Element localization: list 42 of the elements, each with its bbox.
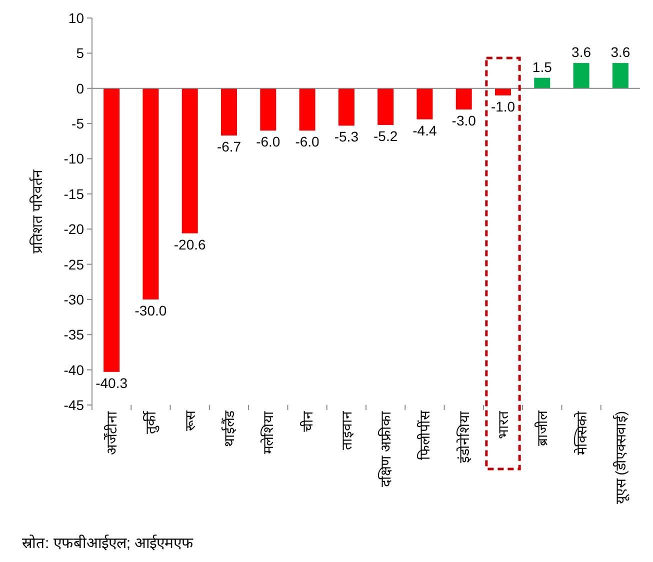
x-tick-label: ताइवान [338, 411, 354, 450]
y-tick-label: -15 [64, 186, 84, 202]
y-tick-label: -5 [72, 116, 84, 132]
y-tick-label: -25 [64, 256, 84, 272]
data-label: -5.3 [334, 128, 359, 145]
y-tick-label: -35 [64, 326, 84, 343]
x-tick-label: दक्षिण अफ्रीका [378, 411, 394, 487]
data-label: -20.6 [174, 236, 206, 252]
y-tick-label: -10 [64, 150, 84, 167]
data-label: -6.0 [256, 134, 280, 150]
y-tick-label: -20 [64, 221, 84, 238]
data-label: -30.0 [134, 302, 167, 318]
text: स्रोत: एफबीआईएल; आईएमएफ [22, 534, 194, 552]
data-label: -1.0 [490, 98, 516, 114]
data-label: 3.6 [610, 44, 630, 60]
x-tick-label: यूएस (डीएक्सवाई) [612, 411, 630, 504]
data-label: 3.6 [572, 44, 592, 60]
x-tick-label: रूस [182, 410, 198, 431]
y-tick-label: 0 [76, 80, 84, 96]
x-tick-label: इंडोनेशिया [456, 411, 472, 463]
y-tick-label: 10 [68, 10, 84, 26]
x-tick-label: थाईलैंड [221, 410, 237, 447]
x-tick-label: ब्राजील [534, 410, 550, 446]
x-tick-label: मेक्सिको [573, 411, 590, 455]
x-tick-label: चीन [299, 411, 316, 432]
x-tick-label: भारत [495, 410, 511, 439]
x-tick-label: मलेशिया [260, 411, 276, 454]
y-tick-label: 5 [76, 45, 84, 62]
y-tick-label: -40 [64, 362, 84, 378]
y-tick-label: -45 [64, 397, 84, 413]
x-tick-label: अर्जेंटीना [104, 411, 120, 455]
data-label: -5.2 [374, 128, 398, 144]
data-label: -4.4 [412, 122, 437, 138]
data-label: -40.3 [96, 374, 128, 391]
x-tick-label: फिलीपींस [416, 410, 433, 460]
y-tick-label: -30 [64, 291, 84, 308]
data-label: -3.0 [452, 112, 476, 128]
y-axis-title: प्रतिशत परिवर्तन [29, 170, 45, 254]
data-label: 1.5 [532, 58, 552, 75]
data-label: -6.0 [295, 134, 320, 150]
x-tick-label: तुर्की [142, 410, 160, 434]
data-label: -6.7 [216, 138, 242, 155]
